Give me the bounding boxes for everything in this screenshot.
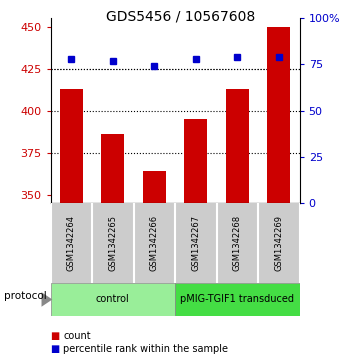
Text: percentile rank within the sample: percentile rank within the sample <box>63 344 228 354</box>
Text: count: count <box>63 331 91 341</box>
Text: GDS5456 / 10567608: GDS5456 / 10567608 <box>106 9 255 23</box>
Bar <box>226 89 249 203</box>
Bar <box>51 283 175 316</box>
Polygon shape <box>42 292 52 307</box>
Bar <box>60 89 83 203</box>
Text: pMIG-TGIF1 transduced: pMIG-TGIF1 transduced <box>180 294 294 305</box>
Text: GSM1342267: GSM1342267 <box>191 215 200 271</box>
Text: GSM1342265: GSM1342265 <box>108 215 117 271</box>
Text: ■: ■ <box>51 344 60 354</box>
Bar <box>184 119 207 203</box>
Bar <box>101 134 124 203</box>
Bar <box>143 171 166 203</box>
Text: ■: ■ <box>51 331 60 341</box>
Text: GSM1342268: GSM1342268 <box>233 215 242 271</box>
Bar <box>268 26 290 203</box>
Text: protocol: protocol <box>4 291 46 301</box>
Text: GSM1342269: GSM1342269 <box>274 215 283 271</box>
Text: GSM1342266: GSM1342266 <box>150 215 159 271</box>
Text: control: control <box>96 294 130 305</box>
Bar <box>175 283 300 316</box>
Text: GSM1342264: GSM1342264 <box>67 215 76 271</box>
